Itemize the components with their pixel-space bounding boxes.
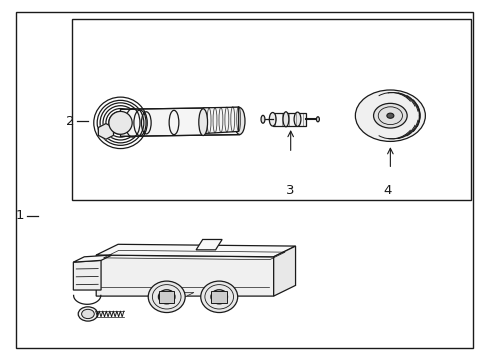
Text: 2: 2 [66, 114, 74, 127]
Circle shape [373, 103, 407, 128]
Bar [72, 19, 469, 200]
Polygon shape [120, 108, 239, 136]
Ellipse shape [201, 281, 237, 312]
Polygon shape [203, 107, 238, 134]
Circle shape [355, 90, 425, 141]
Ellipse shape [109, 111, 132, 134]
Polygon shape [73, 255, 112, 262]
Polygon shape [96, 244, 295, 257]
Ellipse shape [283, 112, 288, 127]
Polygon shape [96, 255, 273, 296]
Circle shape [78, 307, 98, 321]
Bar [211, 291, 226, 303]
Circle shape [81, 309, 94, 319]
Ellipse shape [234, 108, 244, 134]
Ellipse shape [158, 290, 175, 304]
Polygon shape [73, 260, 101, 290]
Ellipse shape [148, 281, 185, 312]
Ellipse shape [261, 115, 264, 123]
Ellipse shape [269, 112, 276, 126]
Ellipse shape [316, 117, 319, 122]
Polygon shape [196, 239, 222, 250]
Text: 4: 4 [383, 184, 391, 197]
Circle shape [386, 113, 393, 118]
Polygon shape [98, 123, 113, 139]
Polygon shape [273, 246, 295, 296]
Bar [272, 113, 305, 126]
Text: 1: 1 [16, 209, 24, 222]
Text: 3: 3 [286, 184, 294, 197]
Polygon shape [148, 293, 194, 297]
Ellipse shape [293, 112, 300, 126]
Ellipse shape [199, 109, 207, 135]
Bar [159, 291, 174, 303]
Ellipse shape [210, 290, 227, 304]
